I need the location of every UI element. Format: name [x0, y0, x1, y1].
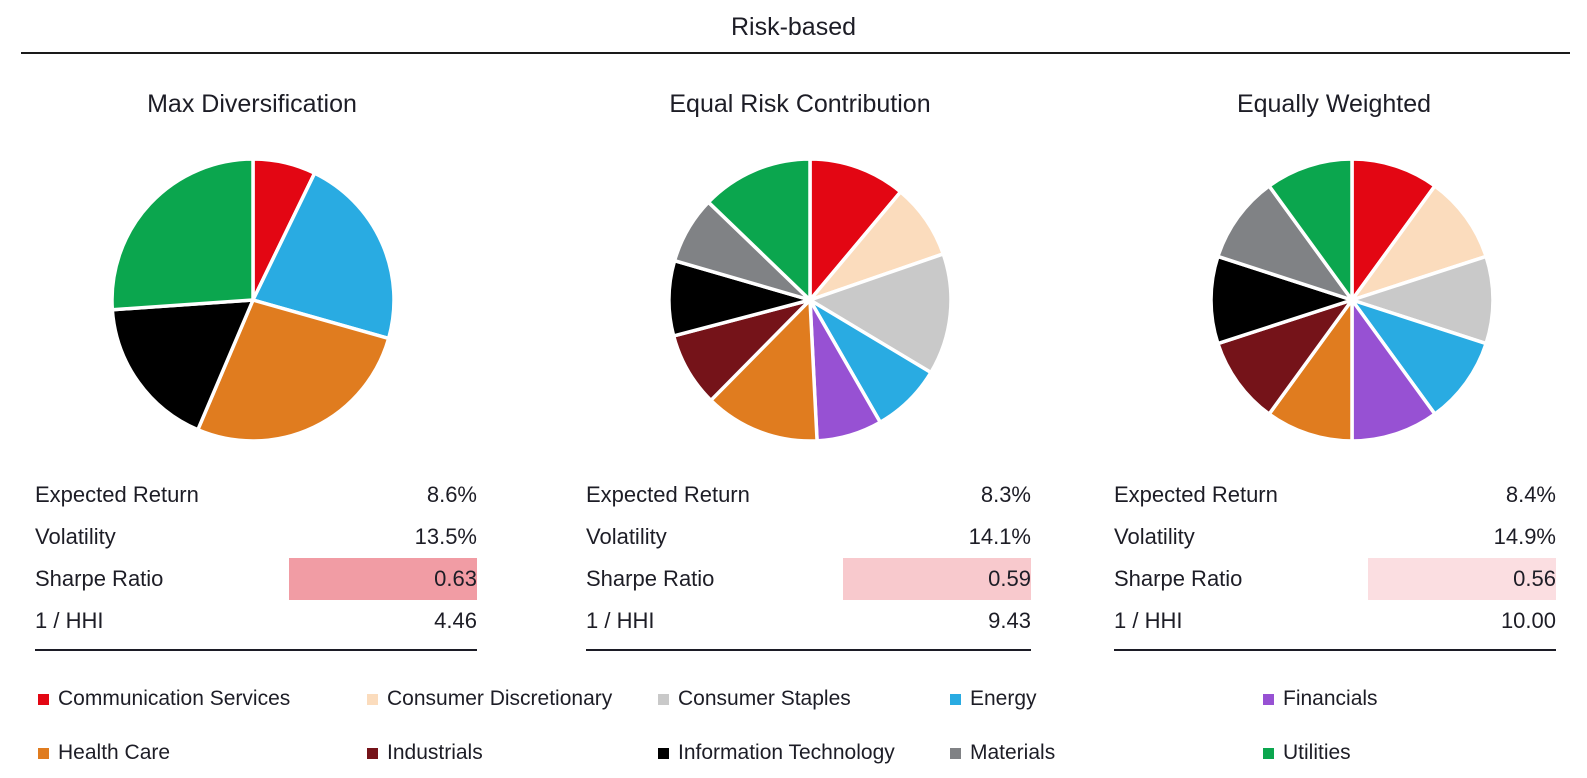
row-label-inverse-hhi: 1 / HHI	[586, 608, 655, 633]
legend-item-financials: Financials	[1263, 672, 1573, 726]
row-label-inverse-hhi: 1 / HHI	[1114, 608, 1183, 633]
legend-label: Industrials	[387, 741, 483, 764]
legend-item-health-care: Health Care	[38, 726, 367, 778]
row-label-volatility: Volatility	[1114, 524, 1195, 549]
stats-table-equally-weighted: Expected Return 8.4% Volatility 14.9% Sh…	[1114, 474, 1556, 651]
pie-slice-health-care	[709, 298, 819, 443]
legend-label: Health Care	[58, 741, 171, 764]
portfolio-title-equally-weighted: Equally Weighted	[1236, 90, 1432, 118]
row-label-sharpe-ratio: Sharpe Ratio	[586, 566, 715, 591]
legend-label: Information Technology	[678, 741, 895, 764]
table-row: Volatility 14.1%	[586, 516, 1031, 558]
table-row: Sharpe Ratio 0.59	[586, 558, 1031, 600]
legend-swatch-icon	[1263, 693, 1274, 705]
pie-slice-utilities	[1267, 157, 1354, 302]
row-label-inverse-hhi: 1 / HHI	[35, 608, 104, 633]
table-row: 1 / HHI 4.46	[35, 600, 477, 642]
legend-swatch-icon	[38, 747, 49, 759]
legend-swatch-icon	[658, 747, 669, 759]
table-row: 1 / HHI 9.43	[586, 600, 1031, 642]
legend-item-industrials: Industrials	[367, 726, 658, 778]
stats-table-equal-risk-contribution: Expected Return 8.3% Volatility 14.1% Sh…	[586, 474, 1031, 651]
value-expected-return: 8.3%	[980, 482, 1031, 507]
legend-label: Utilities	[1283, 741, 1351, 764]
legend-swatch-icon	[38, 693, 49, 705]
legend-item-utilities: Utilities	[1263, 726, 1573, 778]
portfolio-title-max-diversification: Max Diversification	[147, 90, 357, 118]
legend-label: Energy	[970, 687, 1037, 710]
pie-chart-equal-risk-contribution	[667, 157, 953, 443]
title-divider	[21, 52, 1570, 54]
legend-item-energy: Energy	[950, 672, 1263, 726]
legend-item-consumer-discretionary: Consumer Discretionary	[367, 672, 658, 726]
table-row: Sharpe Ratio 0.56	[1114, 558, 1556, 600]
value-sharpe-ratio-highlighted: 0.59	[843, 558, 1031, 600]
stats-table-max-diversification: Expected Return 8.6% Volatility 13.5% Sh…	[35, 474, 477, 651]
legend-label: Consumer Discretionary	[387, 687, 613, 710]
table-row: 1 / HHI 10.00	[1114, 600, 1556, 642]
page-title: Risk-based	[730, 13, 857, 41]
row-label-volatility: Volatility	[35, 524, 116, 549]
table-row: Volatility 14.9%	[1114, 516, 1556, 558]
legend-label: Consumer Staples	[678, 687, 851, 710]
legend-swatch-icon	[950, 693, 961, 705]
legend-swatch-icon	[950, 747, 961, 759]
table-row: Expected Return 8.4%	[1114, 474, 1556, 516]
legend-label: Materials	[970, 741, 1056, 764]
row-label-expected-return: Expected Return	[586, 482, 750, 507]
table-row: Sharpe Ratio 0.63	[35, 558, 477, 600]
pie-slice-health-care	[196, 298, 391, 443]
value-expected-return: 8.6%	[426, 482, 477, 507]
pie-slice-energy	[251, 171, 396, 341]
table-row: Expected Return 8.3%	[586, 474, 1031, 516]
value-inverse-hhi: 4.46	[434, 608, 477, 633]
pie-slice-information-technology	[110, 298, 255, 432]
row-label-volatility: Volatility	[586, 524, 667, 549]
pie-slice-communication-services	[808, 157, 903, 302]
pie-slice-utilities	[110, 157, 255, 312]
value-inverse-hhi: 9.43	[988, 608, 1031, 633]
legend-item-materials: Materials	[950, 726, 1263, 778]
pie-chart-equally-weighted	[1209, 157, 1495, 443]
legend-swatch-icon	[658, 693, 669, 705]
legend-label: Financials	[1283, 687, 1378, 710]
pie-slice-consumer-staples	[808, 252, 953, 375]
row-label-sharpe-ratio: Sharpe Ratio	[1114, 566, 1243, 591]
legend-swatch-icon	[1263, 747, 1274, 759]
legend-swatch-icon	[367, 747, 378, 759]
pie-slice-utilities	[706, 157, 812, 302]
legend-item-communication-services: Communication Services	[38, 672, 367, 726]
pie-chart-max-diversification	[110, 157, 396, 443]
portfolio-title-equal-risk-contribution: Equal Risk Contribution	[669, 90, 931, 118]
legend-item-information-technology: Information Technology	[658, 726, 950, 778]
value-volatility: 13.5%	[414, 524, 477, 549]
legend-swatch-icon	[367, 693, 378, 705]
table-row: Expected Return 8.6%	[35, 474, 477, 516]
row-label-sharpe-ratio: Sharpe Ratio	[35, 566, 164, 591]
row-label-expected-return: Expected Return	[35, 482, 199, 507]
value-volatility: 14.9%	[1493, 524, 1556, 549]
legend-label: Communication Services	[58, 687, 291, 710]
value-sharpe-ratio-highlighted: 0.63	[289, 558, 477, 600]
value-expected-return: 8.4%	[1505, 482, 1556, 507]
row-label-expected-return: Expected Return	[1114, 482, 1278, 507]
sector-legend: Communication Services Consumer Discretio…	[38, 672, 1573, 778]
value-volatility: 14.1%	[968, 524, 1031, 549]
value-inverse-hhi: 10.00	[1500, 608, 1556, 633]
legend-item-consumer-staples: Consumer Staples	[658, 672, 950, 726]
table-row: Volatility 13.5%	[35, 516, 477, 558]
value-sharpe-ratio-highlighted: 0.56	[1368, 558, 1556, 600]
